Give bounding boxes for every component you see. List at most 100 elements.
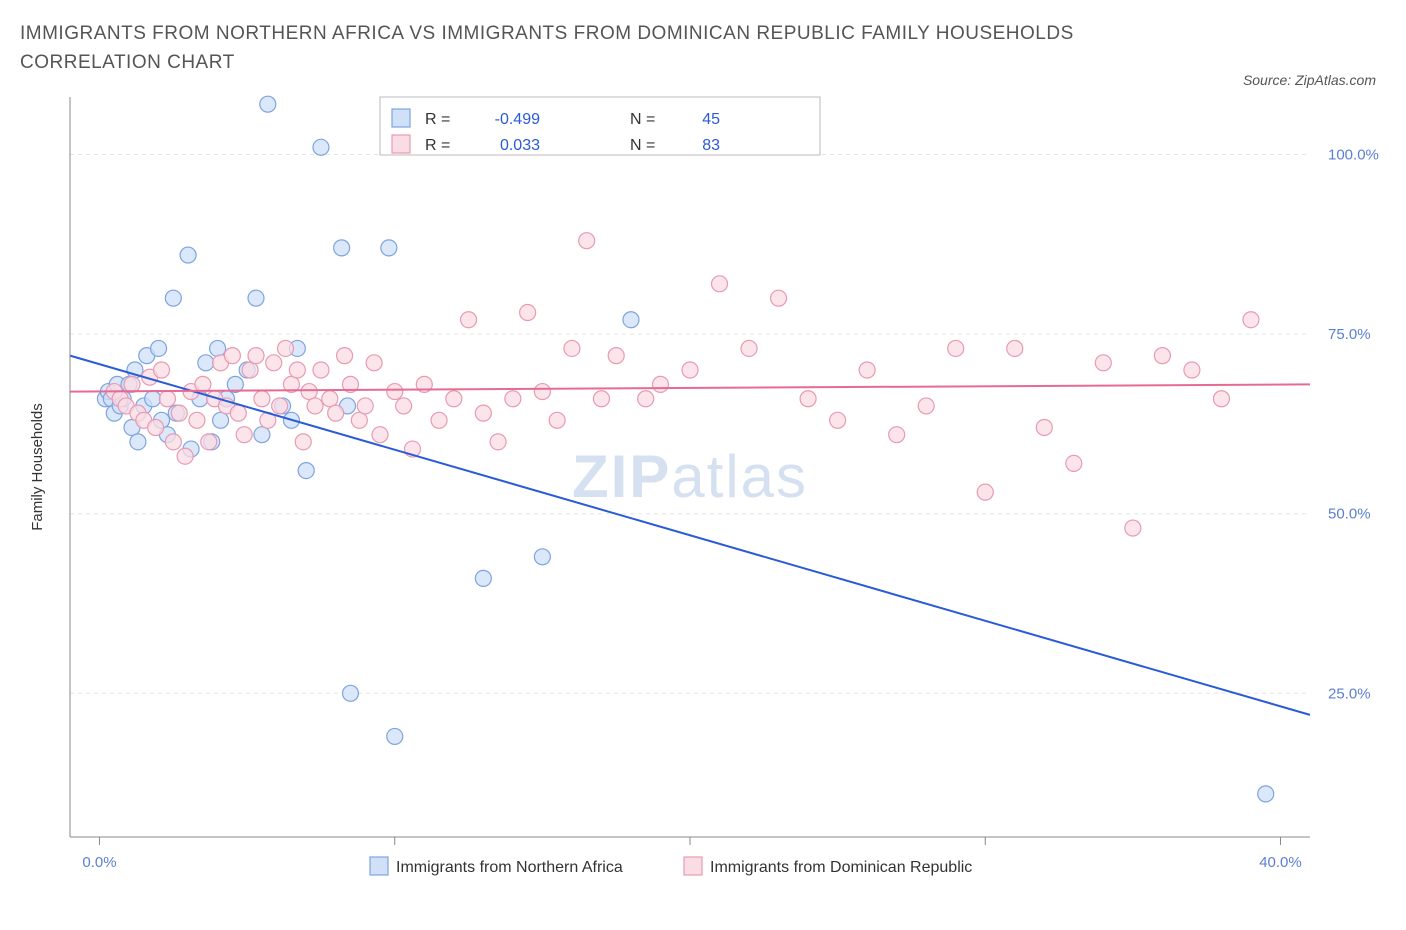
data-point <box>771 290 787 306</box>
data-point <box>564 340 580 356</box>
data-point <box>1036 419 1052 435</box>
data-point <box>1066 455 1082 471</box>
data-point <box>301 384 317 400</box>
trend-line <box>70 356 1310 715</box>
x-tick-label: 40.0% <box>1259 854 1302 871</box>
data-point <box>396 398 412 414</box>
x-tick-label: 0.0% <box>82 854 116 871</box>
data-point <box>534 384 550 400</box>
data-point <box>381 240 397 256</box>
correlation-legend: R = -0.499 N = 45 R = 0.033 N = 83 <box>380 97 820 155</box>
svg-text:83: 83 <box>702 137 720 154</box>
data-point <box>342 685 358 701</box>
data-point <box>357 398 373 414</box>
data-point <box>549 412 565 428</box>
y-tick-label: 50.0% <box>1328 506 1371 523</box>
data-point <box>1095 355 1111 371</box>
data-point <box>534 549 550 565</box>
chart-title: IMMIGRANTS FROM NORTHERN AFRICA VS IMMIG… <box>20 20 1120 77</box>
scatter-chart: 25.0%50.0%75.0%100.0%ZIPatlas0.0%40.0%Fa… <box>20 87 1386 897</box>
svg-text:45: 45 <box>702 111 720 128</box>
data-point <box>165 434 181 450</box>
data-point <box>201 434 217 450</box>
data-point <box>242 362 258 378</box>
data-point <box>593 391 609 407</box>
data-point <box>171 405 187 421</box>
data-point <box>313 139 329 155</box>
svg-text:0.033: 0.033 <box>500 137 540 154</box>
data-point <box>177 448 193 464</box>
data-point <box>475 570 491 586</box>
y-tick-label: 25.0% <box>1328 685 1371 702</box>
data-point <box>1007 340 1023 356</box>
svg-text:R =: R = <box>425 111 450 128</box>
y-axis-label: Family Households <box>29 403 46 531</box>
data-point <box>431 412 447 428</box>
data-point <box>254 427 270 443</box>
svg-text:N =: N = <box>630 137 655 154</box>
data-point <box>189 412 205 428</box>
data-point <box>337 348 353 364</box>
data-point <box>351 412 367 428</box>
data-point <box>307 398 323 414</box>
series-legend: Immigrants from Northern AfricaImmigrant… <box>370 857 972 876</box>
data-point <box>224 348 240 364</box>
data-point <box>260 96 276 112</box>
data-point <box>1184 362 1200 378</box>
data-point <box>1125 520 1141 536</box>
data-point <box>154 362 170 378</box>
data-point <box>159 391 175 407</box>
data-point <box>313 362 329 378</box>
data-point <box>289 362 305 378</box>
data-point <box>520 305 536 321</box>
data-point <box>198 355 214 371</box>
data-point <box>334 240 350 256</box>
data-point <box>145 391 161 407</box>
data-point <box>165 290 181 306</box>
source-citation: Source: ZipAtlas.com <box>1243 72 1376 88</box>
svg-text:-0.499: -0.499 <box>495 111 540 128</box>
data-point <box>1258 786 1274 802</box>
data-point <box>948 340 964 356</box>
data-point <box>830 412 846 428</box>
data-point <box>254 391 270 407</box>
data-point <box>918 398 934 414</box>
data-point <box>266 355 282 371</box>
data-point <box>230 405 246 421</box>
data-point <box>236 427 252 443</box>
data-point <box>446 391 462 407</box>
data-point <box>124 376 140 392</box>
data-point <box>461 312 477 328</box>
legend-label: Immigrants from Dominican Republic <box>710 859 972 876</box>
watermark: ZIPatlas <box>572 443 808 510</box>
data-point <box>608 348 624 364</box>
svg-text:N =: N = <box>630 111 655 128</box>
data-point <box>295 434 311 450</box>
data-point <box>248 348 264 364</box>
chart-container: 25.0%50.0%75.0%100.0%ZIPatlas0.0%40.0%Fa… <box>20 87 1386 897</box>
data-point <box>859 362 875 378</box>
data-point <box>130 434 146 450</box>
data-point <box>272 398 288 414</box>
data-point <box>800 391 816 407</box>
data-point <box>638 391 654 407</box>
data-point <box>1213 391 1229 407</box>
trend-line <box>70 384 1310 391</box>
data-point <box>741 340 757 356</box>
data-point <box>387 384 403 400</box>
data-point <box>372 427 388 443</box>
data-point <box>623 312 639 328</box>
data-point <box>148 419 164 435</box>
data-point <box>210 340 226 356</box>
svg-text:R =: R = <box>425 137 450 154</box>
data-point <box>490 434 506 450</box>
data-point <box>652 376 668 392</box>
data-point <box>322 391 338 407</box>
data-point <box>328 405 344 421</box>
y-tick-label: 100.0% <box>1328 146 1379 163</box>
data-point <box>278 340 294 356</box>
data-point <box>1243 312 1259 328</box>
data-point <box>180 247 196 263</box>
data-point <box>505 391 521 407</box>
data-point <box>889 427 905 443</box>
